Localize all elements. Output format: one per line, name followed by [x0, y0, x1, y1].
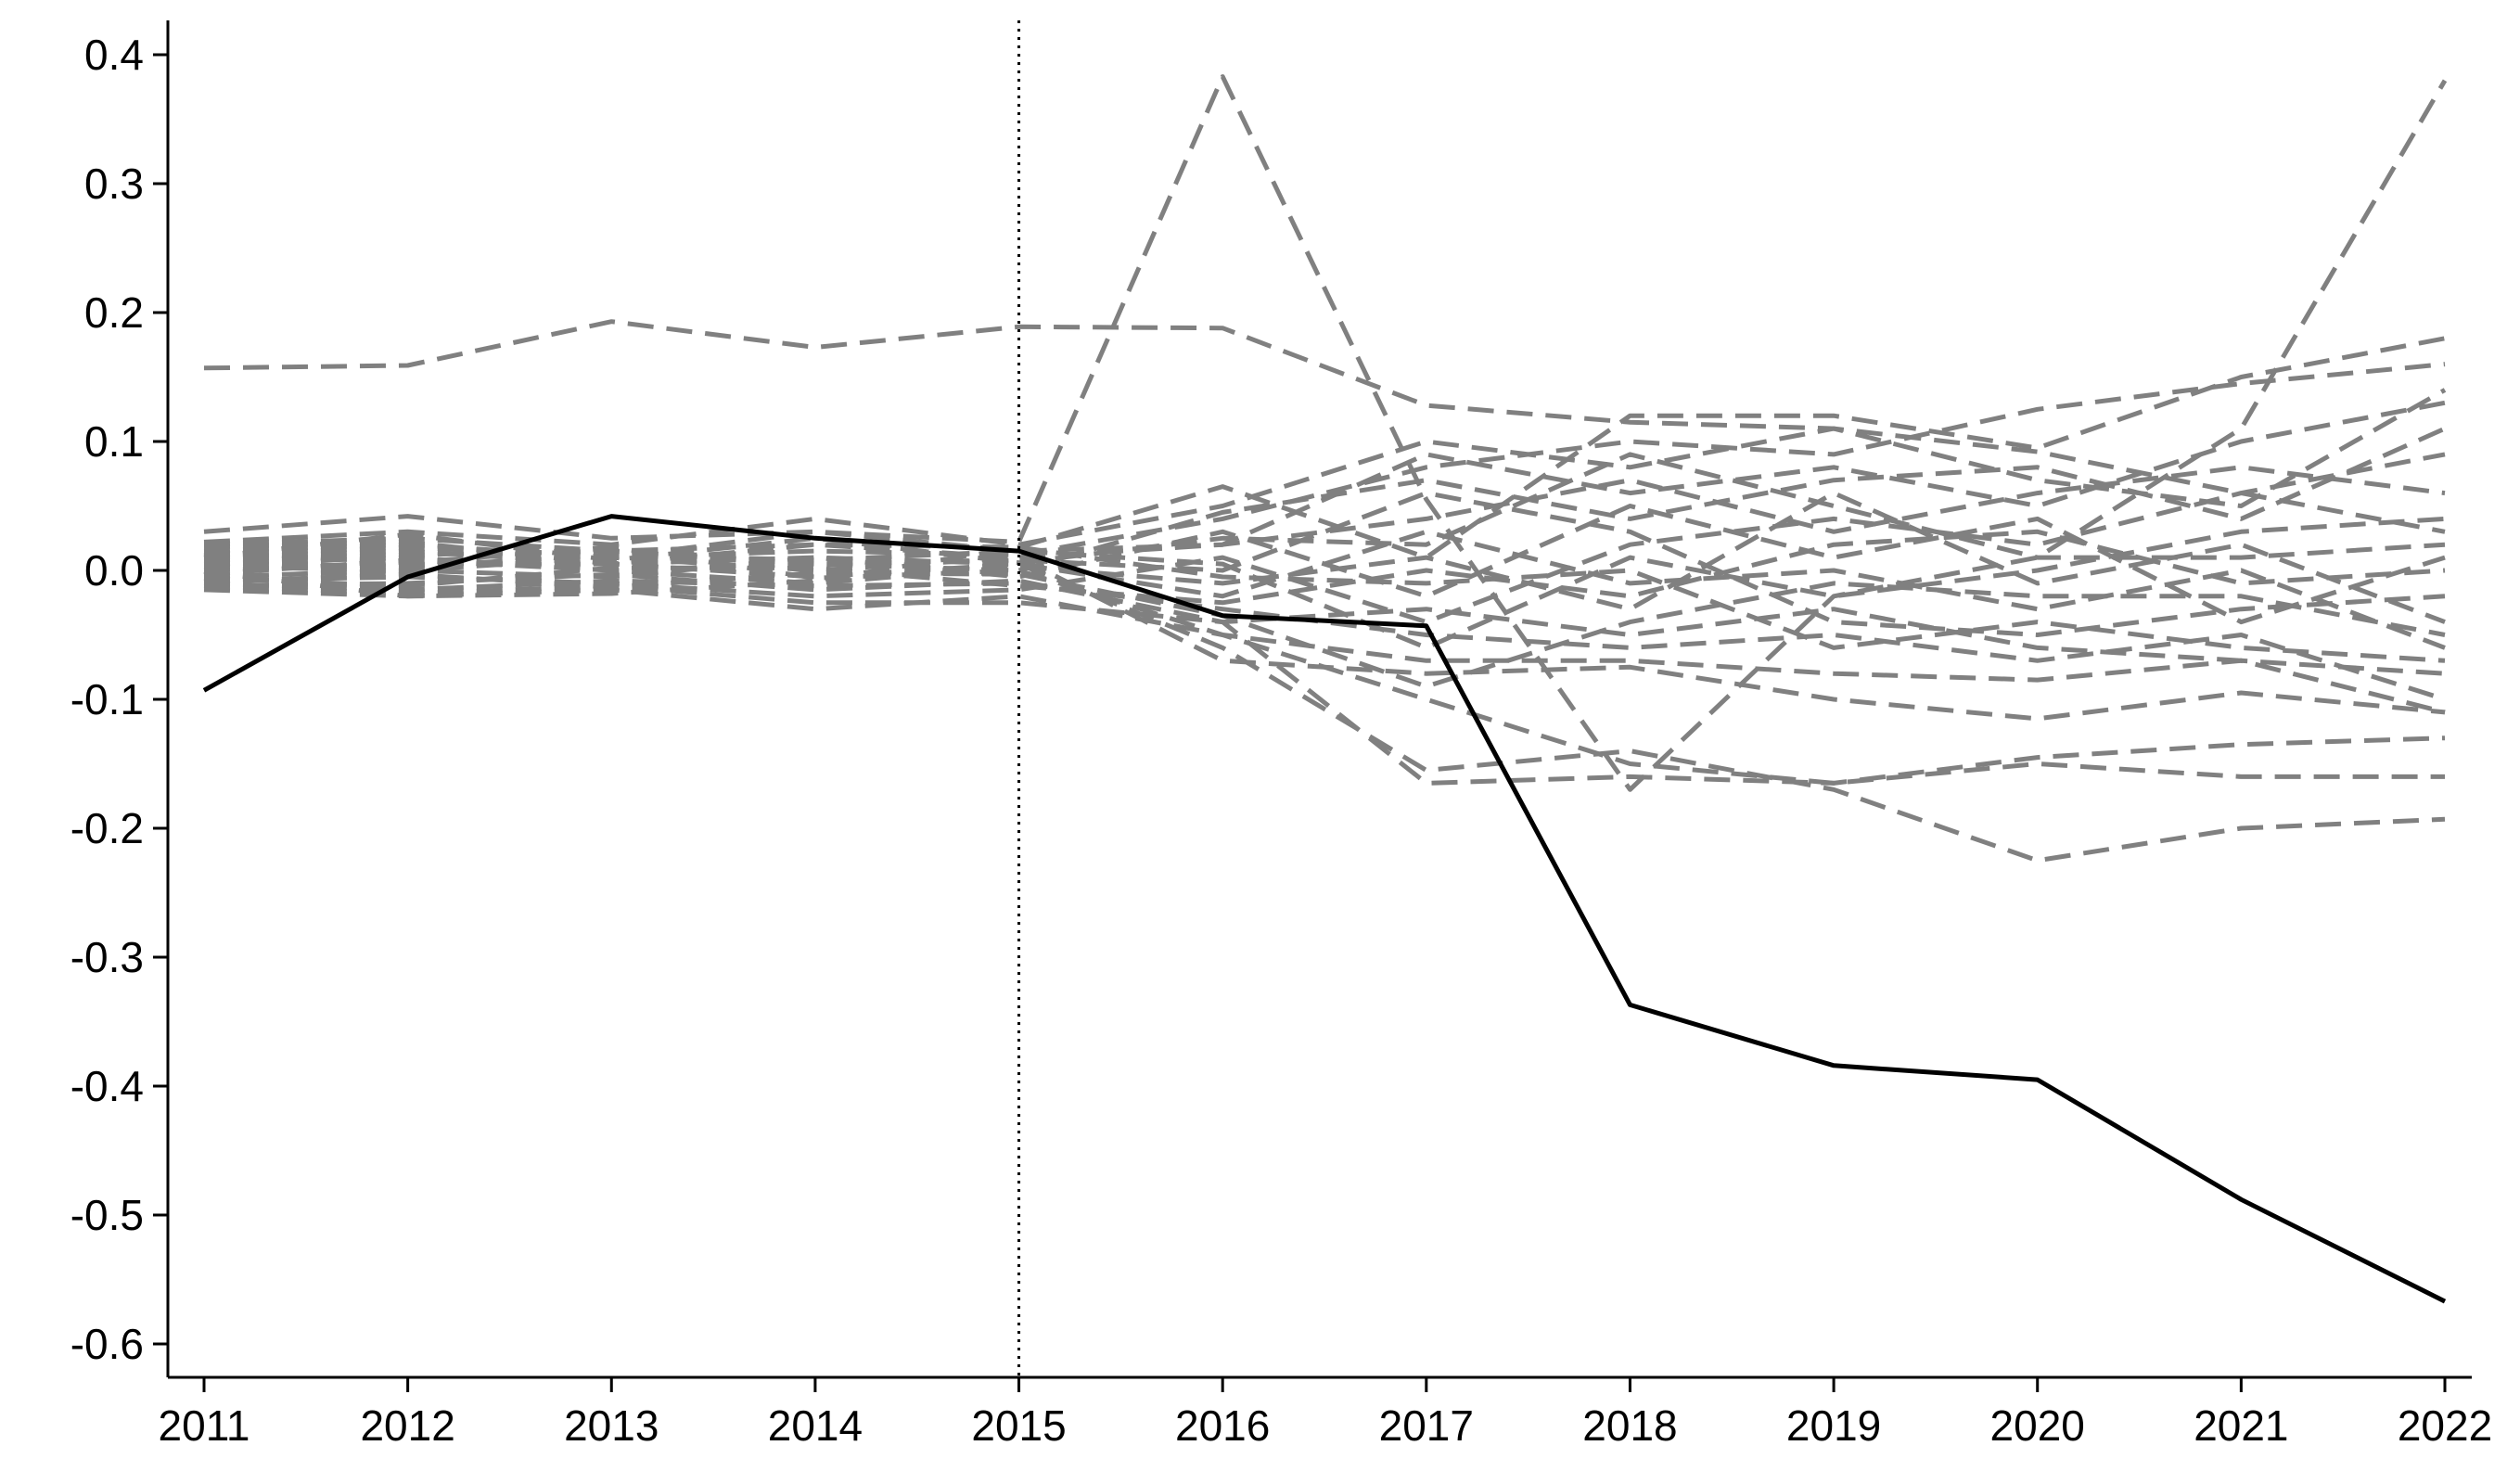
x-tick-label: 2014 [768, 1401, 863, 1450]
placebo-series-line-6 [203, 336, 2446, 560]
treated-series [202, 514, 2447, 1304]
placebo-series-line-11 [203, 529, 2446, 650]
x-tick-label: 2013 [564, 1401, 659, 1450]
y-tick-label: -0.3 [70, 933, 144, 981]
placebo-series-line-2 [203, 74, 2448, 792]
x-tick-label: 2019 [1786, 1401, 1881, 1450]
placebo-series-line-19 [203, 571, 2446, 715]
x-tick-label: 2011 [159, 1401, 250, 1450]
placebo-series-line-12 [203, 452, 2446, 625]
placebo-series-line-9 [203, 578, 2446, 702]
y-tick-label: -0.1 [70, 675, 144, 723]
placebo-series-line-23 [203, 544, 2446, 663]
x-tick-label: 2021 [2194, 1401, 2288, 1450]
placebo-series-line-13 [203, 388, 2447, 547]
y-tick-label: -0.4 [70, 1062, 144, 1110]
treated-series-line [202, 514, 2447, 1304]
y-tick-label: -0.6 [70, 1320, 144, 1368]
x-tick-label: 2018 [1582, 1401, 1677, 1450]
y-tick-label: 0.1 [84, 417, 144, 466]
placebo-series-line-10 [203, 400, 2446, 560]
axes: -0.6 -0.5 -0.4 -0.3 -0.2 -0.1 0.0 0.1 0.2 0.3 0.4 2… [70, 20, 2492, 1450]
x-tick-label: 2012 [360, 1401, 454, 1450]
placebo-series-line-22 [203, 426, 2447, 581]
x-tick-label: 2016 [1175, 1401, 1270, 1450]
placebo-series-line-25 [203, 570, 2446, 689]
x-tick-label: 2015 [971, 1401, 1066, 1450]
placebo-series-line-3 [203, 583, 2446, 786]
y-tick-label: 0.2 [84, 288, 144, 337]
y-tick-label: -0.2 [70, 804, 144, 852]
x-tick-label: 2020 [1990, 1401, 2085, 1450]
placebo-series-line-14 [203, 587, 2446, 683]
y-tick-label: -0.5 [70, 1191, 144, 1239]
placebo-series-line-1 [203, 319, 2446, 534]
y-tick-label: 0.0 [84, 546, 144, 595]
y-tick-label: 0.3 [84, 160, 144, 208]
x-tick-label: 2022 [2398, 1401, 2492, 1450]
placebo-series-line-18 [203, 465, 2446, 567]
y-tick-label: 0.4 [84, 31, 144, 79]
placebo-lines [203, 74, 2448, 864]
placebo-series-line-21 [203, 529, 2446, 606]
placebo-series-line-24 [203, 452, 2446, 566]
x-tick-label: 2017 [1379, 1401, 1474, 1450]
